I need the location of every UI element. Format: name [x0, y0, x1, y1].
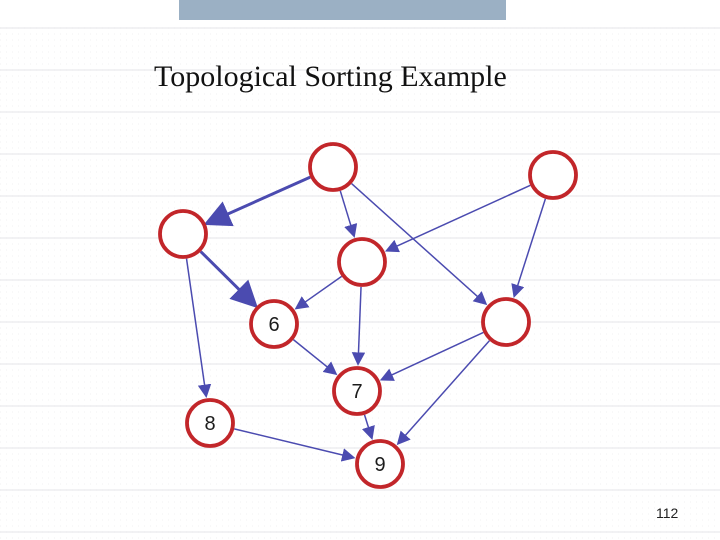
- page-number: 112: [656, 505, 678, 521]
- graph-edge: [364, 415, 371, 438]
- graph-edge: [387, 185, 530, 250]
- graph-node: [160, 211, 206, 257]
- slide-title: Topological Sorting Example: [154, 60, 507, 94]
- graph-edge: [399, 341, 490, 444]
- graph-node: [310, 144, 356, 190]
- graph-edge: [201, 252, 254, 305]
- graph-node-label: 9: [374, 454, 385, 476]
- graph-edge: [208, 177, 310, 222]
- graph-edge: [297, 276, 342, 308]
- graph-edge: [234, 429, 353, 458]
- graph-node: 6: [251, 301, 297, 347]
- graph-edge: [340, 191, 354, 236]
- graph-node-label: 8: [204, 413, 215, 435]
- graph-edge: [187, 259, 207, 396]
- graph-node: 9: [357, 441, 403, 487]
- graph-edge: [382, 332, 483, 379]
- graph-node-label: 7: [351, 381, 362, 403]
- graph-node: 7: [334, 368, 380, 414]
- graph-edge: [293, 340, 335, 374]
- graph-node-label: 6: [268, 314, 279, 336]
- graph-edge: [514, 199, 545, 296]
- graph-node: [483, 299, 529, 345]
- graph-edge: [358, 287, 361, 363]
- graph-node: [339, 239, 385, 285]
- graph-node: [530, 152, 576, 198]
- graph-node: 8: [187, 400, 233, 446]
